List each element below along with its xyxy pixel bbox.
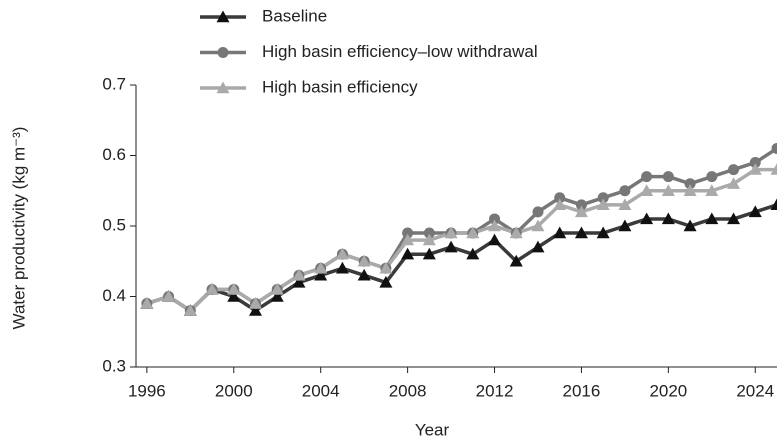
point <box>227 290 241 302</box>
point <box>661 184 675 196</box>
y-tick-label: 0.7 <box>102 74 126 93</box>
point <box>357 254 371 267</box>
point <box>292 275 306 288</box>
y-tick-label: 0.6 <box>102 145 126 164</box>
point <box>401 233 415 246</box>
point <box>140 297 154 309</box>
x-axis-label: Year <box>415 420 450 439</box>
legend-label: High basin efficiency–low withdrawal <box>262 42 538 61</box>
point <box>183 304 197 316</box>
point <box>466 247 480 260</box>
point <box>249 297 263 309</box>
point <box>205 282 219 295</box>
point <box>292 268 306 281</box>
point <box>770 198 777 211</box>
y-tick-label: 0.3 <box>102 356 126 375</box>
point <box>488 219 502 232</box>
legend-label: Baseline <box>262 6 327 25</box>
point <box>662 171 674 183</box>
point <box>727 177 741 189</box>
y-tick-label: 0.4 <box>102 286 126 305</box>
point <box>379 261 393 274</box>
point <box>270 282 284 295</box>
point <box>401 247 415 260</box>
x-tick-label: 2004 <box>302 381 340 400</box>
x-tick-label: 2008 <box>389 381 427 400</box>
point <box>618 198 632 211</box>
point <box>619 185 631 197</box>
point <box>422 233 436 246</box>
point <box>640 184 654 196</box>
point <box>553 226 567 239</box>
point <box>575 199 587 211</box>
point <box>489 213 501 225</box>
point <box>554 192 566 204</box>
point <box>770 163 777 175</box>
point <box>466 226 480 239</box>
point <box>706 171 718 183</box>
point <box>402 227 414 239</box>
point <box>531 219 545 232</box>
point <box>270 290 284 302</box>
point <box>509 226 523 239</box>
point <box>596 226 610 239</box>
point <box>314 268 328 281</box>
point <box>683 219 697 232</box>
point <box>705 184 719 196</box>
point <box>641 171 653 183</box>
point <box>597 192 609 204</box>
point <box>705 212 719 225</box>
point <box>618 219 632 232</box>
point <box>531 240 545 253</box>
point <box>488 233 502 246</box>
point <box>728 164 740 176</box>
point <box>162 290 176 302</box>
point <box>749 157 761 169</box>
point <box>748 205 762 218</box>
point <box>314 261 328 274</box>
point <box>748 163 762 175</box>
point <box>683 184 697 196</box>
point <box>574 205 588 218</box>
x-tick-label: 2016 <box>563 381 601 400</box>
point <box>640 212 654 225</box>
series-line <box>146 167 777 313</box>
point <box>553 198 567 211</box>
point <box>335 261 349 274</box>
point <box>335 247 349 260</box>
legend-marker <box>217 47 229 58</box>
y-tick-label: 0.5 <box>102 215 126 234</box>
point <box>357 268 371 281</box>
x-tick-label: 2012 <box>476 381 514 400</box>
x-tick-label: 2024 <box>736 381 774 400</box>
point <box>227 282 241 295</box>
point <box>444 240 458 253</box>
point <box>509 254 523 267</box>
y-axis-label: Water productivity (kg m⁻³) <box>9 127 28 330</box>
point <box>249 304 263 316</box>
point <box>423 227 435 239</box>
point <box>684 178 696 190</box>
x-tick-label: 2000 <box>215 381 253 400</box>
legend-marker <box>216 81 230 94</box>
legend-marker <box>216 10 230 23</box>
point <box>727 212 741 225</box>
point <box>574 226 588 239</box>
series-line <box>146 146 777 313</box>
x-tick-label: 1996 <box>128 381 166 400</box>
point <box>379 275 393 288</box>
point <box>532 206 544 218</box>
point <box>771 142 777 154</box>
point <box>444 226 458 239</box>
x-tick-label: 2020 <box>649 381 687 400</box>
point <box>661 212 675 225</box>
point <box>596 198 610 211</box>
point <box>422 247 436 260</box>
legend-label: High basin efficiency <box>262 77 418 96</box>
